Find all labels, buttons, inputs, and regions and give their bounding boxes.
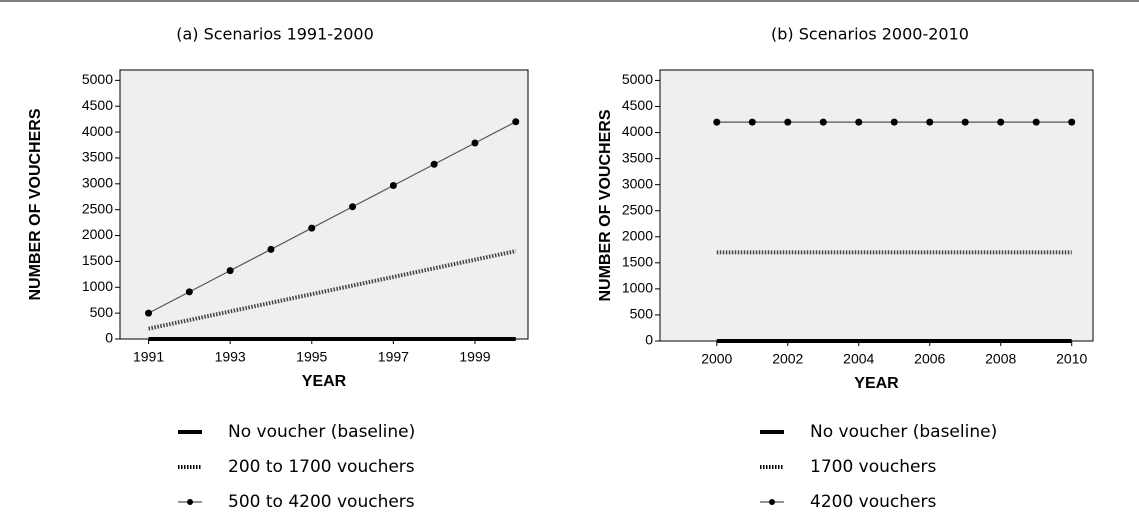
y-tick-label: 2000 [622, 227, 653, 243]
series-marker [784, 118, 792, 126]
plot-area [659, 69, 1094, 342]
y-tick-label: 2000 [82, 226, 113, 242]
series-marker [1068, 118, 1076, 126]
series-marker [226, 267, 234, 275]
x-axis-label: YEAR [854, 375, 899, 392]
plot-area [119, 69, 529, 340]
x-tick-label: 2002 [772, 351, 803, 367]
y-tick-label: 1000 [82, 278, 113, 294]
legend-marker [769, 499, 775, 505]
y-axis-label: NUMBER OF VOUCHERS [27, 108, 44, 300]
x-tick-label: 1991 [133, 349, 164, 365]
series-line [148, 121, 517, 314]
series-marker [890, 118, 898, 126]
legend-label: 1700 vouchers [810, 457, 936, 477]
y-tick-label: 3500 [82, 149, 113, 165]
y-tick-label: 4000 [622, 123, 653, 139]
series-marker [512, 118, 520, 126]
y-axis-label: NUMBER OF VOUCHERS [597, 109, 614, 301]
y-tick-label: 500 [90, 304, 114, 320]
y-tick-label: 4000 [82, 123, 113, 139]
legend-label: 200 to 1700 vouchers [228, 457, 415, 477]
panel-title: (b) Scenarios 2000-2010 [771, 25, 969, 44]
series-marker [748, 118, 756, 126]
y-tick-label: 2500 [622, 201, 653, 217]
series-marker [997, 118, 1005, 126]
legend-label: 500 to 4200 vouchers [228, 492, 415, 512]
series-line [148, 249, 517, 331]
series-marker [713, 118, 721, 126]
y-tick-label: 5000 [82, 71, 113, 87]
series-marker [267, 245, 275, 253]
x-tick-label: 2008 [985, 351, 1016, 367]
x-tick-label: 1993 [215, 349, 246, 365]
y-tick-label: 5000 [622, 71, 653, 87]
y-tick-label: 3500 [622, 149, 653, 165]
series-marker [349, 203, 357, 211]
x-tick-label: 1999 [459, 349, 490, 365]
y-tick-label: 4500 [622, 97, 653, 113]
y-tick-label: 4500 [82, 97, 113, 113]
y-tick-label: 3000 [622, 175, 653, 191]
series-marker [471, 139, 479, 147]
x-axis-label: YEAR [302, 373, 347, 390]
y-tick-label: 0 [645, 332, 653, 348]
x-tick-label: 2006 [914, 351, 945, 367]
series-marker [1032, 118, 1040, 126]
x-tick-label: 2004 [843, 351, 874, 367]
series-marker [145, 309, 153, 317]
panel-title: (a) Scenarios 1991-2000 [176, 25, 374, 44]
series-marker [819, 118, 827, 126]
series-marker [926, 118, 934, 126]
series-marker [961, 118, 969, 126]
legend-label: No voucher (baseline) [810, 422, 997, 442]
series-marker [430, 160, 438, 168]
y-tick-label: 3000 [82, 175, 113, 191]
x-tick-label: 1995 [296, 349, 327, 365]
x-tick-label: 2000 [701, 351, 732, 367]
y-tick-label: 1500 [622, 254, 653, 270]
legend-label: 4200 vouchers [810, 492, 936, 512]
y-tick-label: 2500 [82, 200, 113, 216]
legend-marker [187, 499, 193, 505]
series-marker [308, 224, 316, 232]
y-tick-label: 1000 [622, 280, 653, 296]
y-tick-label: 500 [630, 306, 654, 322]
series-marker [389, 182, 397, 190]
y-tick-label: 1500 [82, 252, 113, 268]
x-tick-label: 2010 [1056, 351, 1087, 367]
series-marker [855, 118, 863, 126]
legend-label: No voucher (baseline) [228, 422, 415, 442]
x-tick-label: 1997 [378, 349, 409, 365]
y-tick-label: 0 [105, 330, 113, 346]
series-marker [185, 288, 193, 296]
